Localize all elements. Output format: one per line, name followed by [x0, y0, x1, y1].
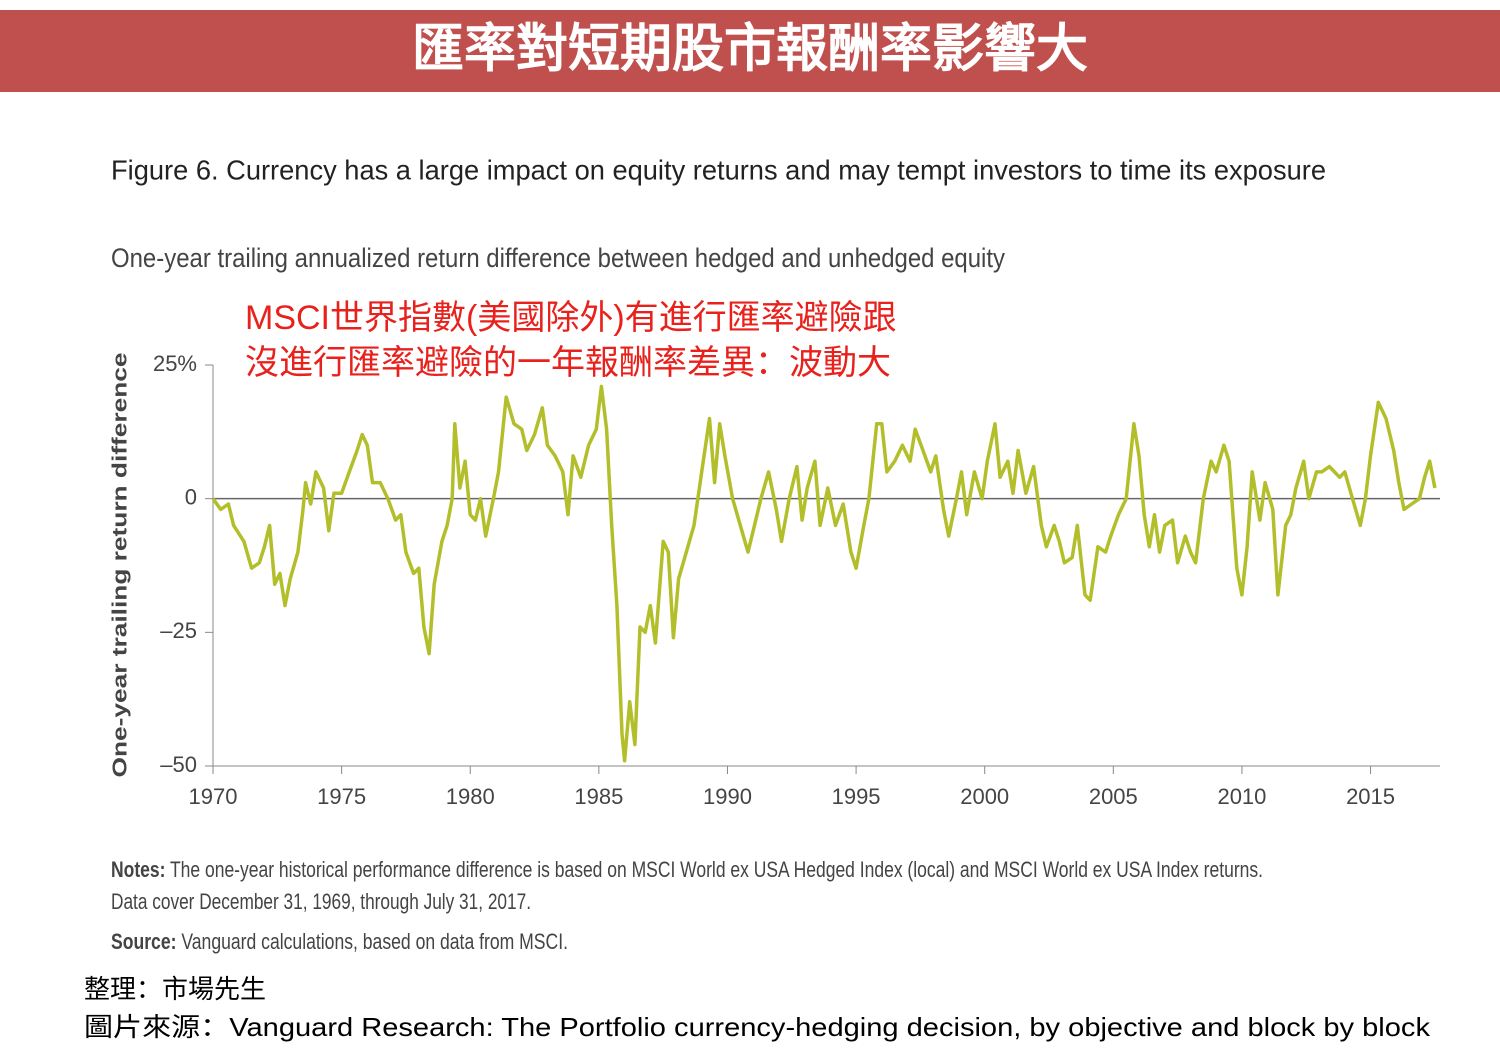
annotation: 沒進行匯率避險的一年報酬率差異：波動大 [245, 344, 891, 382]
x-tick-label: 1970 [189, 784, 238, 809]
source-text: Vanguard calculations, based on data fro… [176, 929, 568, 954]
footer: 圖片來源：Vanguard Research: The Portfolio cu… [84, 1012, 1431, 1042]
banner [0, 10, 1500, 92]
x-tick-label: 1995 [832, 784, 881, 809]
x-tick-label: 1985 [574, 784, 623, 809]
y-axis-label: One-year trailing return difference [109, 353, 131, 778]
notes-label: Notes: [111, 857, 165, 882]
data-line [211, 384, 1437, 763]
y-tick-label: –25 [160, 618, 197, 643]
footer: 整理：市場先生 [84, 974, 266, 1004]
source-label: Source: [111, 929, 176, 954]
chart-subtitle: One-year trailing annualized return diff… [111, 243, 1005, 273]
x-tick-label: 2005 [1089, 784, 1138, 809]
chart-title: Figure 6. Currency has a large impact on… [111, 154, 1326, 185]
y-tick-label: –50 [160, 752, 197, 777]
x-tick-label: 2000 [960, 784, 1009, 809]
y-tick-label: 25% [153, 351, 197, 376]
notes: Notes: The one-year historical performan… [111, 857, 1263, 882]
x-tick-label: 2015 [1346, 784, 1395, 809]
x-tick-label: 1980 [446, 784, 495, 809]
y-tick-label: 0 [185, 484, 197, 509]
banner-title: 匯率對短期股市報酬率影響大 [412, 21, 1088, 79]
notes-text: The one-year historical performance diff… [165, 857, 1263, 882]
x-tick-label: 1975 [317, 784, 366, 809]
source: Source: Vanguard calculations, based on … [111, 929, 568, 954]
x-tick-label: 1990 [703, 784, 752, 809]
annotation: MSCI世界指數(美國除外)有進行匯率避險跟 [245, 299, 897, 337]
x-tick-label: 2010 [1217, 784, 1266, 809]
notes-text: Data cover December 31, 1969, through Ju… [111, 889, 531, 914]
